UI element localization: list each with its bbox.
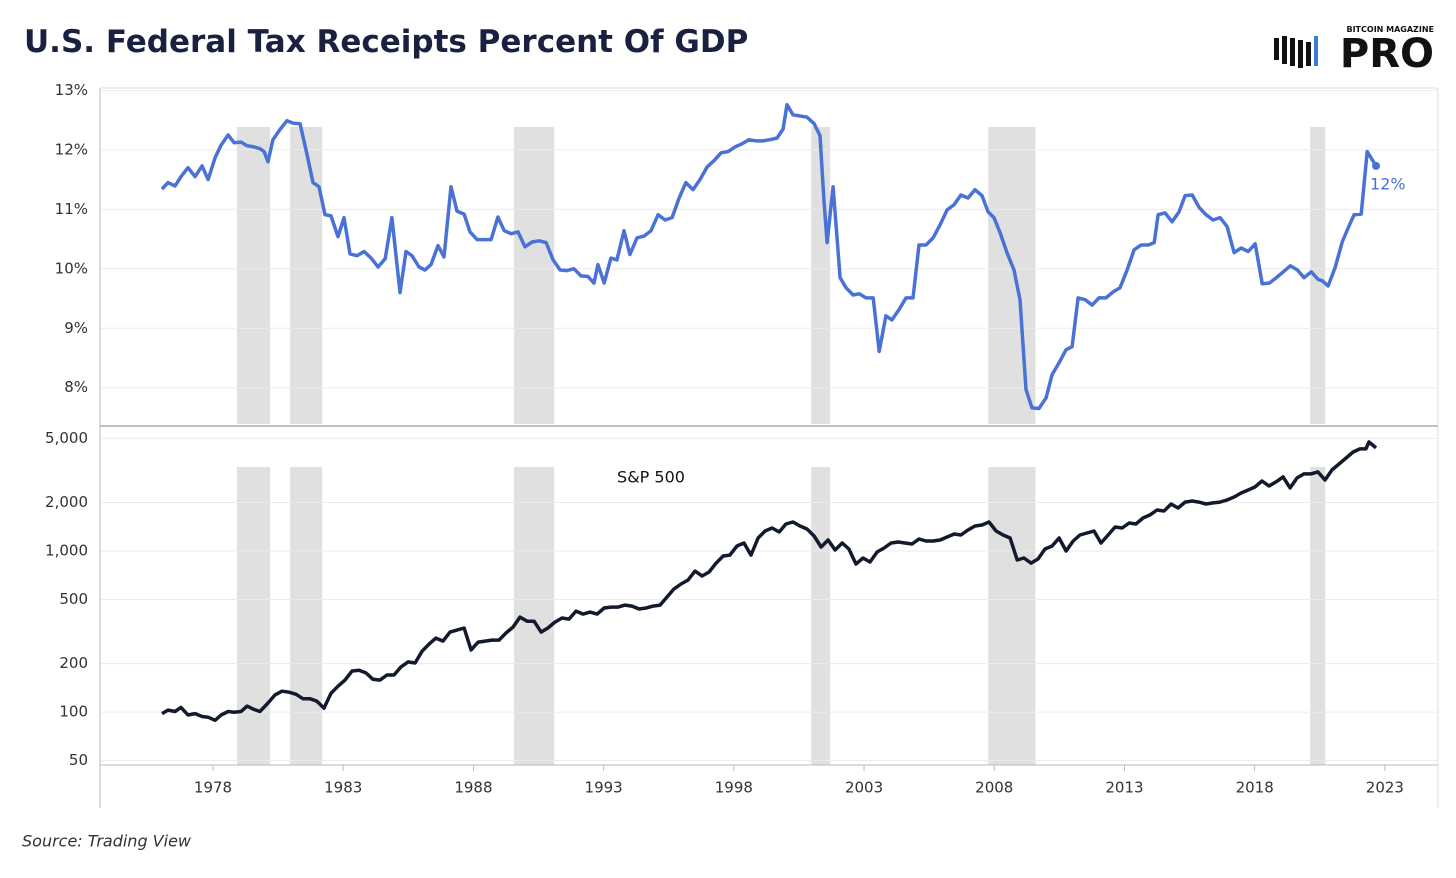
x-tick-label: 2003 bbox=[845, 779, 883, 797]
shaded-range bbox=[236, 467, 271, 765]
x-tick-label: 2013 bbox=[1105, 779, 1143, 797]
series-line bbox=[161, 440, 1378, 723]
shaded-range bbox=[290, 467, 323, 765]
x-tick-label: 1998 bbox=[715, 779, 753, 797]
y-tick-label: 50 bbox=[69, 751, 88, 769]
series-line bbox=[160, 102, 1378, 411]
y-tick-label: 200 bbox=[59, 654, 88, 672]
y-tick-label: 8% bbox=[64, 378, 88, 396]
y-tick-label: 12% bbox=[55, 140, 88, 158]
logo: BITCOIN MAGAZINE PRO bbox=[1274, 25, 1434, 77]
shaded-range bbox=[290, 127, 323, 424]
y-tick-label: 11% bbox=[55, 200, 88, 218]
source: Source: Trading View bbox=[22, 832, 192, 851]
series-label: S&P 500 bbox=[617, 468, 685, 487]
shaded-range bbox=[1310, 127, 1326, 424]
y-tick-label: 5,000 bbox=[45, 429, 88, 447]
logo-small: BITCOIN MAGAZINE bbox=[1346, 25, 1434, 34]
x-tick-label: 2018 bbox=[1236, 779, 1274, 797]
y-tick-label: 10% bbox=[55, 259, 88, 277]
x-tick-label: 1993 bbox=[585, 779, 623, 797]
shaded-range bbox=[236, 127, 271, 424]
shaded-range bbox=[988, 467, 1036, 765]
x-tick-label: 2023 bbox=[1366, 779, 1404, 797]
shaded-range bbox=[514, 127, 555, 424]
chart-title: U.S. Federal Tax Receipts Percent Of GDP bbox=[24, 24, 748, 60]
end-dot bbox=[1372, 161, 1381, 170]
shaded-range bbox=[1310, 467, 1326, 765]
shaded-range bbox=[988, 127, 1036, 424]
y-tick-label: 13% bbox=[55, 81, 88, 99]
x-tick-label: 1978 bbox=[194, 779, 232, 797]
shaded-range bbox=[811, 467, 831, 765]
x-tick-label: 1983 bbox=[324, 779, 362, 797]
y-tick-label: 9% bbox=[64, 319, 88, 337]
y-tick-label: 500 bbox=[59, 590, 88, 608]
logo-big: PRO bbox=[1340, 31, 1434, 77]
y-tick-label: 1,000 bbox=[45, 542, 88, 560]
x-tick-label: 1988 bbox=[454, 779, 492, 797]
y-tick-label: 2,000 bbox=[45, 493, 88, 511]
end-label: 12% bbox=[1370, 174, 1406, 193]
y-tick-label: 100 bbox=[59, 703, 88, 721]
x-tick-label: 2008 bbox=[975, 779, 1013, 797]
